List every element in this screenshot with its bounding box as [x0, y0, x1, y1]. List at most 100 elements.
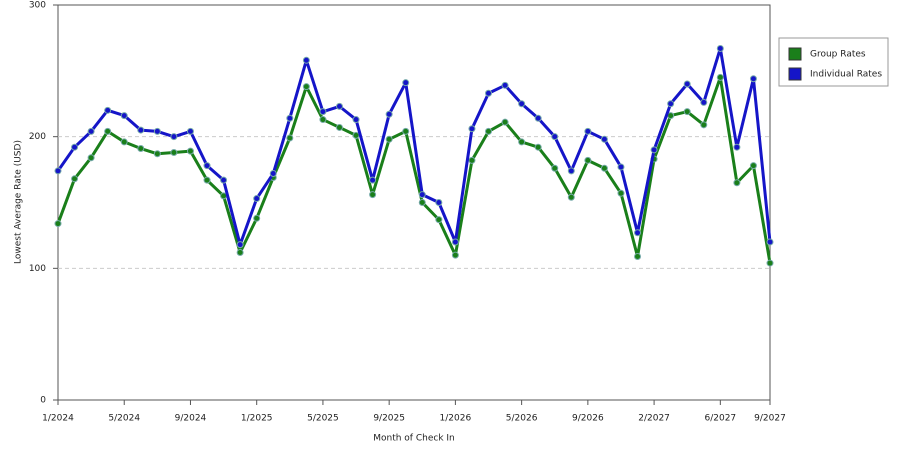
x-tick-label: 9/2024 — [175, 414, 207, 424]
x-tick-label: 2/2027 — [638, 414, 670, 424]
data-point — [716, 73, 724, 81]
data-point — [600, 164, 608, 172]
data-point — [749, 75, 757, 83]
data-point — [236, 249, 244, 257]
data-point — [435, 199, 443, 206]
y-tick-label: 300 — [29, 1, 46, 11]
data-point — [551, 133, 559, 141]
data-point — [236, 241, 244, 249]
data-point — [451, 238, 459, 246]
data-point — [253, 195, 261, 203]
data-point — [269, 170, 277, 178]
data-point — [302, 56, 310, 64]
data-point — [567, 167, 575, 175]
y-tick-label: 100 — [29, 264, 46, 274]
data-point — [153, 150, 161, 158]
y-tick-label: 0 — [40, 396, 46, 406]
data-point — [203, 176, 211, 184]
data-point — [451, 251, 459, 259]
data-point — [600, 135, 608, 143]
data-point — [766, 238, 774, 246]
legend-swatch — [788, 67, 802, 81]
data-point — [104, 106, 112, 114]
y-tick-label: 200 — [29, 132, 46, 142]
data-point — [54, 167, 62, 175]
data-point — [468, 125, 476, 133]
data-point — [584, 156, 592, 164]
data-point — [534, 143, 542, 151]
x-tick-label: 5/2026 — [506, 414, 538, 424]
data-point — [700, 121, 708, 129]
data-point — [87, 154, 95, 162]
data-point — [634, 252, 642, 260]
data-point — [667, 100, 675, 108]
data-point — [104, 127, 112, 135]
data-point — [683, 80, 691, 88]
legend-swatch — [788, 47, 802, 61]
plot-area — [57, 4, 771, 401]
data-point — [617, 189, 625, 197]
data-point — [153, 127, 161, 135]
data-point — [485, 127, 493, 135]
data-point — [534, 114, 542, 122]
data-point — [650, 146, 658, 154]
x-tick-label: 5/2024 — [108, 414, 140, 424]
data-point — [319, 116, 327, 124]
x-tick-label: 5/2025 — [307, 414, 339, 424]
data-point — [435, 216, 443, 224]
x-tick-label: 9/2025 — [373, 414, 405, 424]
data-point — [186, 127, 194, 135]
data-point — [369, 176, 377, 184]
data-point — [186, 147, 194, 155]
data-point — [203, 162, 211, 170]
data-point — [501, 81, 509, 89]
data-point — [335, 123, 343, 131]
legend-label: Group Rates — [810, 50, 866, 60]
data-point — [501, 118, 509, 126]
data-point — [700, 98, 708, 106]
data-point — [518, 100, 526, 108]
data-point — [584, 127, 592, 135]
data-point — [120, 138, 128, 146]
data-point — [286, 134, 294, 142]
data-point — [551, 164, 559, 172]
x-axis-label: Month of Check In — [373, 434, 455, 444]
data-point — [369, 191, 377, 199]
data-point — [485, 89, 493, 97]
data-point — [766, 259, 774, 267]
x-tick-label: 1/2024 — [42, 414, 74, 424]
data-point — [253, 214, 261, 222]
data-point — [402, 127, 410, 135]
data-point — [319, 108, 327, 116]
data-point — [87, 127, 95, 135]
data-point — [617, 163, 625, 171]
x-tick-label: 9/2026 — [572, 414, 604, 424]
data-point — [749, 162, 757, 170]
data-point — [302, 83, 310, 91]
data-point — [468, 156, 476, 164]
data-point — [385, 135, 393, 143]
y-axis-label: Lowest Average Rate (USD) — [14, 140, 24, 264]
legend-label: Individual Rates — [810, 70, 882, 80]
data-point — [418, 191, 426, 199]
data-point — [385, 110, 393, 118]
data-point — [286, 114, 294, 122]
x-tick-label: 1/2025 — [241, 414, 273, 424]
data-point — [518, 138, 526, 146]
data-point — [71, 175, 79, 183]
data-point — [683, 108, 691, 116]
data-point — [71, 143, 79, 151]
data-point — [352, 116, 360, 124]
data-point — [634, 229, 642, 237]
x-tick-label: 1/2026 — [440, 414, 472, 424]
data-point — [733, 143, 741, 151]
data-point — [716, 44, 724, 52]
data-point — [54, 220, 62, 228]
data-point — [170, 148, 178, 156]
data-point — [170, 133, 178, 141]
data-point — [567, 193, 575, 201]
data-point — [352, 131, 360, 139]
data-point — [120, 112, 128, 120]
data-point — [402, 79, 410, 87]
